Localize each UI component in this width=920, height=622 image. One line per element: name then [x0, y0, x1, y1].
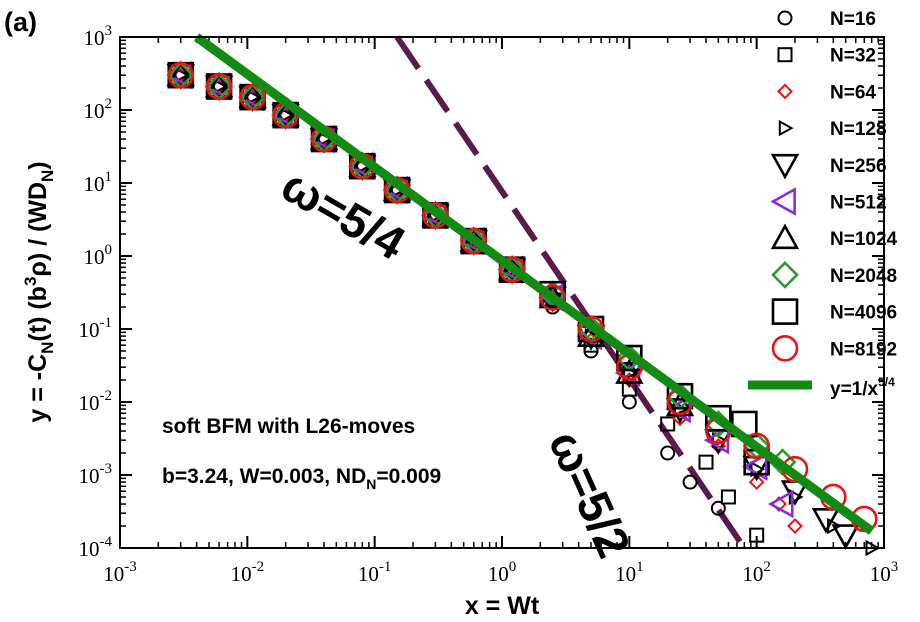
- data-point: [271, 100, 300, 127]
- fit-line-overlay: [194, 33, 875, 535]
- series-n-64: [172, 67, 803, 534]
- plot-frame: [119, 36, 885, 549]
- x-tick-label: 100: [488, 559, 517, 586]
- data-point: [831, 524, 860, 550]
- series-n-1024: [166, 60, 695, 417]
- data-point: [811, 508, 841, 534]
- y-tick-label: 10-1: [79, 315, 113, 342]
- data-point: [748, 474, 765, 490]
- y-tick-label: 10-3: [79, 461, 113, 488]
- legend-marker-n-2048: [771, 261, 799, 289]
- data-point: [749, 527, 765, 543]
- x-tick-label: 10-2: [231, 559, 264, 586]
- data-point: [270, 100, 297, 130]
- data-point: [705, 404, 732, 432]
- series-n-8192: [167, 61, 878, 533]
- legend-label: N=128: [830, 119, 887, 140]
- data-point: [167, 61, 195, 89]
- data-point: [237, 82, 264, 112]
- legend-marker-n-16: [777, 10, 793, 26]
- omega-dashed-annotation: ω=5/2: [539, 423, 641, 566]
- method-note: soft BFM with L26-moves: [162, 415, 415, 438]
- legend-marker-n-8192: [771, 334, 799, 362]
- data-point: [698, 454, 714, 470]
- series-n-512: [166, 60, 794, 519]
- data-point: [743, 432, 770, 460]
- data-point: [741, 452, 768, 481]
- legend-marker-n-4096: [771, 298, 799, 325]
- legend-label: N=32: [830, 46, 876, 67]
- x-tick-label: 10-3: [103, 559, 137, 586]
- legend-label: N=4096: [830, 303, 897, 324]
- data-point: [204, 71, 234, 98]
- x-tick-label: 10-1: [358, 559, 392, 586]
- x-tick-label: 101: [615, 559, 644, 586]
- legend-label: N=512: [830, 193, 887, 214]
- legend-marker-n-256: [770, 153, 800, 180]
- legend-label: N=1024: [830, 229, 898, 250]
- legend-label: N=16: [830, 9, 876, 30]
- data-point: [166, 60, 192, 90]
- data-point: [615, 358, 644, 384]
- x-axis-title: x = Wt: [465, 592, 540, 620]
- data-point: [539, 284, 566, 311]
- y-tick-label: 10-2: [79, 388, 113, 415]
- data-point: [665, 398, 695, 424]
- legend: N=16 N=32 N=64 N=128 N=256 N=512 N=1024 N=2048 N…: [748, 9, 898, 400]
- data-point: [238, 82, 267, 109]
- data-point: [205, 73, 233, 100]
- data-point: [660, 445, 676, 461]
- data-point: [460, 227, 488, 255]
- legend-marker-n-1024: [770, 223, 800, 250]
- legend-label: N=64: [830, 82, 876, 103]
- series-n-2048: [166, 61, 797, 476]
- y-axis-title: y = -CN(t) (b3ρ) / (WDN): [21, 161, 57, 422]
- data-point: [720, 489, 736, 505]
- y-tick-label: 100: [84, 242, 113, 269]
- data-point: [787, 518, 803, 534]
- legend-label: N=8192: [830, 339, 897, 360]
- data-point: [767, 489, 794, 519]
- data-point: [621, 394, 637, 410]
- y-tick-label: 10-4: [79, 534, 113, 561]
- data-point: [166, 60, 195, 87]
- data-point: [682, 474, 698, 490]
- x-tick-label: 102: [742, 559, 771, 586]
- legend-marker-n-64: [777, 83, 793, 100]
- data-point: [710, 500, 726, 516]
- legend-marker-n-32: [777, 47, 793, 63]
- legend-marker-n-512: [770, 187, 796, 216]
- panel-label: (a): [4, 7, 37, 37]
- parameters-note: b=3.24, W=0.003, NDN=0.009: [162, 465, 441, 492]
- y-tick-label: 103: [84, 23, 113, 50]
- legend-label-fit: y=1/x5/4: [830, 375, 895, 400]
- series-n-16: [173, 67, 726, 516]
- x-tick-label: 103: [870, 559, 899, 586]
- y-tick-label: 102: [84, 96, 113, 123]
- legend-label: N=2048: [830, 266, 897, 287]
- legend-marker-n-128: [778, 119, 794, 137]
- data-point: [204, 72, 230, 101]
- legend-label: N=256: [830, 156, 887, 177]
- data-markers: [166, 33, 881, 557]
- data-point: [498, 256, 526, 283]
- y-tick-label: 101: [84, 169, 113, 196]
- data-point: [239, 83, 266, 111]
- tick-labels: 10-3 10-2 10-1 100 101 102 10310-410-310-210-1…: [79, 23, 899, 586]
- data-point: [660, 416, 676, 432]
- omega-fit-annotation: ω=5/4: [273, 158, 414, 270]
